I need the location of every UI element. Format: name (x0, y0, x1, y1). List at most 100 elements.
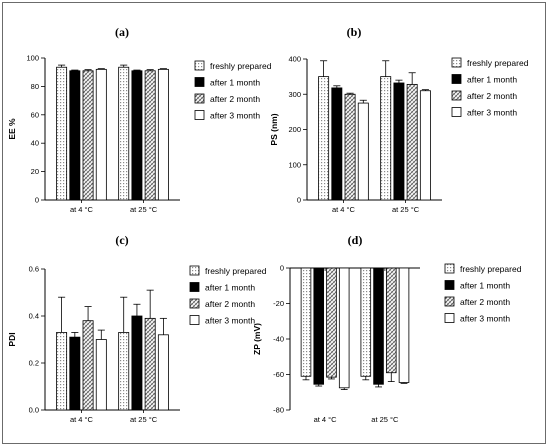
bar (318, 76, 330, 201)
legend-label: after 1 month (205, 283, 255, 293)
panel-label: (c) (115, 233, 128, 247)
legend-swatch (194, 93, 205, 104)
legend-label: freshly prepared (460, 264, 522, 274)
y-tick-label: 0 (35, 196, 39, 205)
x-tick-label: at 4 °C (332, 205, 356, 214)
y-tick-label: 0.0 (29, 406, 39, 415)
bar (157, 334, 169, 411)
legend-swatch (444, 280, 455, 290)
bar (118, 66, 130, 201)
legend-swatch (444, 313, 455, 323)
bar (157, 68, 169, 201)
y-tick-label: -60 (273, 370, 284, 379)
bar (326, 267, 337, 378)
x-tick-label: at 25 °C (371, 415, 399, 424)
y-tick-label: 200 (288, 125, 301, 134)
legend-swatch (451, 74, 462, 84)
bar (385, 267, 397, 374)
y-tick-label: 400 (288, 55, 301, 64)
legend-label: after 1 month (467, 75, 517, 85)
y-tick-label: 100 (288, 160, 301, 169)
bar (331, 87, 343, 201)
bar (419, 90, 431, 201)
y-tick-label: -20 (273, 299, 284, 308)
y-tick-label: -40 (273, 335, 284, 344)
y-tick-label: 0 (280, 264, 284, 273)
bar (82, 70, 94, 201)
bar (131, 315, 143, 411)
y-axis-label: EE % (7, 118, 17, 140)
legend-swatch (451, 107, 462, 117)
legend-label: after 3 month (467, 108, 517, 118)
bar (56, 332, 68, 411)
legend-swatch (189, 282, 200, 292)
bar (360, 267, 372, 377)
chart-panel-1: (a) 0 20 40 60 80 100 EE % at 4 °C at 25 °C freshl… (7, 25, 272, 214)
bar (398, 267, 410, 383)
bar (393, 82, 405, 201)
y-tick-label: 60 (31, 110, 39, 119)
x-tick-label: at 4 °C (70, 415, 94, 424)
y-axis-label: PS (nm) (269, 113, 279, 145)
chart-panel-4: (d) -80 -60 -40 -20 0 ZP (mV) at 4 °C at 25 °C fr… (252, 233, 522, 424)
bar (69, 70, 81, 201)
y-tick-label: 0.2 (29, 359, 39, 368)
bar (344, 93, 356, 201)
legend-label: freshly prepared (205, 266, 267, 276)
x-tick-label: at 25 °C (130, 205, 158, 214)
y-tick-label: 20 (31, 167, 39, 176)
bar (69, 336, 81, 411)
bar (131, 70, 143, 201)
bar (373, 267, 384, 385)
panel-label: (a) (115, 25, 129, 39)
y-axis-label: PDI (7, 332, 17, 346)
legend-swatch (444, 263, 455, 274)
bar (313, 267, 325, 385)
legend-swatch (194, 110, 205, 120)
legend-swatch (189, 315, 200, 325)
x-tick-label: at 4 °C (314, 415, 338, 424)
y-tick-label: 100 (26, 54, 39, 63)
bar (56, 66, 68, 201)
bar (357, 102, 369, 201)
legend-label: after 1 month (460, 281, 510, 291)
legend-label: after 2 month (467, 91, 517, 101)
legend-label: freshly prepared (210, 61, 272, 71)
bar (118, 332, 130, 411)
panel-label: (b) (347, 25, 362, 39)
chart-panel-2: (b) 0 100 200 300 400 PS (nm) at 4 °C at 25 °C fr… (269, 25, 529, 214)
y-tick-label: 0 (297, 196, 301, 205)
y-axis-label: ZP (mV) (252, 323, 262, 355)
legend-label: after 1 month (210, 78, 260, 88)
bar (406, 83, 418, 201)
legend-swatch (444, 296, 455, 307)
x-tick-label: at 25 °C (130, 415, 158, 424)
bar (300, 267, 312, 377)
y-tick-label: 40 (31, 139, 39, 148)
legend-swatch (189, 265, 200, 276)
legend-label: after 2 month (205, 299, 255, 309)
legend-swatch (194, 60, 205, 71)
legend-swatch (451, 90, 462, 101)
legend-swatch (189, 298, 200, 309)
chart-panel-3: (c) 0.0 0.2 0.4 0.6 PDI at 4 °C at 25 °C freshly… (7, 233, 267, 424)
y-tick-label: -80 (273, 406, 284, 415)
legend-swatch (194, 77, 205, 87)
legend-label: after 3 month (205, 316, 255, 326)
bar (95, 68, 107, 201)
bar (95, 339, 107, 411)
bar (380, 76, 392, 201)
legend-swatch (451, 57, 462, 68)
legend-label: after 3 month (210, 111, 260, 121)
legend-label: after 2 month (460, 297, 510, 307)
bar (338, 267, 350, 389)
y-tick-label: 0.6 (29, 265, 39, 274)
bar (82, 320, 94, 411)
bar (144, 70, 156, 201)
panel-label: (d) (348, 233, 363, 247)
x-tick-label: at 4 °C (70, 205, 94, 214)
bar (144, 317, 156, 411)
x-tick-label: at 25 °C (392, 205, 420, 214)
legend-label: after 2 month (210, 94, 260, 104)
